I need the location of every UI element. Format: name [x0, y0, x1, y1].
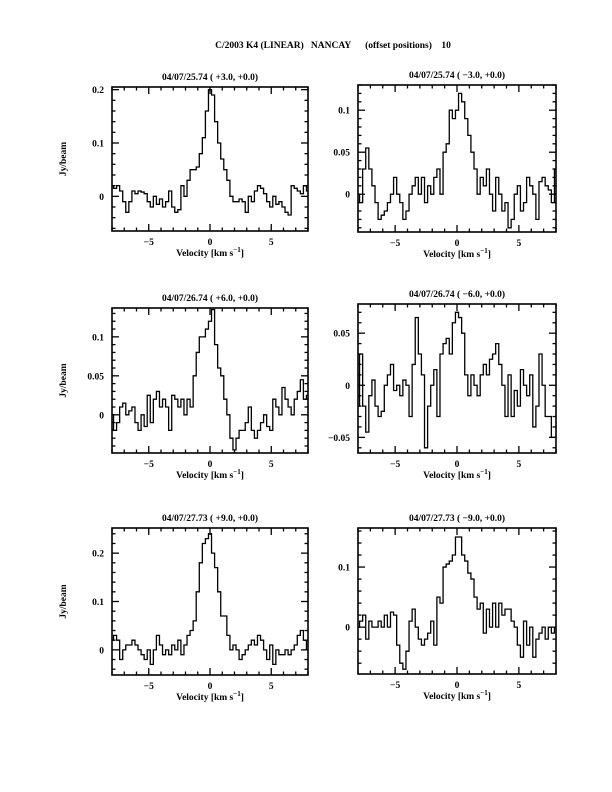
panel-title: 04/07/26.74 ( −6.0, +0.0) — [409, 289, 505, 300]
spectrum-line — [358, 536, 556, 670]
y-tick-label: 0.05 — [333, 330, 350, 340]
spectrum-line — [358, 92, 556, 229]
y-tick-label: 0.1 — [338, 107, 350, 117]
x-tick-label: −5 — [390, 460, 400, 470]
spectrum-panel-2: 04/07/25.74 ( −3.0, +0.0) −5 0 5 0 0.05 0.1 Vel… — [333, 70, 557, 260]
y-tick-label: 0.2 — [92, 550, 104, 560]
x-axis-label-main: Velocity [km s — [423, 471, 480, 481]
x-axis-label-exponent: −1 — [480, 468, 488, 476]
x-axis-label-main: Velocity [km s — [423, 692, 480, 702]
x-axis-label-exponent: −1 — [480, 689, 488, 697]
y-tick-label: 0.1 — [92, 598, 104, 608]
x-axis-label-close: ] — [488, 250, 491, 260]
x-tick-label: −5 — [390, 681, 400, 691]
x-axis-label-close: ] — [488, 692, 491, 702]
spectrum-panel-6: 04/07/27.73 ( −9.0, +0.0) −5 0 5 0 0.1 Velocit… — [338, 513, 557, 702]
plot-frame — [357, 527, 557, 675]
x-axis-label-exponent: −1 — [233, 246, 241, 254]
x-axis-label-main: Velocity [km s — [176, 693, 233, 703]
x-tick-label: 5 — [517, 239, 522, 249]
panel-title: 04/07/27.73 ( −9.0, +0.0) — [409, 513, 505, 524]
panel-title: 04/07/26.74 ( +6.0, +0.0) — [162, 293, 258, 304]
panel-title: 04/07/27.73 ( +9.0, +0.0) — [162, 513, 258, 524]
x-axis-label: Velocity [km s−1] — [176, 468, 244, 481]
x-axis-label-exponent: −1 — [480, 247, 488, 255]
x-tick-label: 5 — [517, 681, 522, 691]
x-tick-label: −5 — [144, 682, 154, 692]
x-axis-label-close: ] — [241, 471, 244, 481]
x-tick-label: −5 — [390, 239, 400, 249]
y-axis-label: Jy/beam — [59, 363, 69, 397]
y-tick-label: 0.05 — [333, 149, 350, 159]
plot-frame — [111, 307, 309, 454]
y-tick-label: 0.1 — [92, 140, 104, 150]
spectrum-panel-5: 04/07/27.73 ( +9.0, +0.0) −5 0 5 0 0.1 0.2 Velo… — [59, 513, 309, 703]
plot-frame — [111, 86, 309, 232]
x-axis-label-main: Velocity [km s — [423, 250, 480, 260]
x-tick-label: 0 — [208, 682, 213, 692]
spectrum-line — [112, 308, 308, 451]
x-axis-label: Velocity [km s−1] — [423, 247, 491, 260]
x-tick-label: 0 — [455, 239, 460, 249]
x-axis-label-close: ] — [241, 249, 244, 259]
x-tick-label: 0 — [455, 460, 460, 470]
x-axis-label-main: Velocity [km s — [176, 249, 233, 259]
y-tick-label: −0.05 — [328, 434, 350, 444]
y-tick-label: 0.05 — [87, 372, 104, 382]
panel-title: 04/07/25.74 ( −3.0, +0.0) — [409, 70, 505, 81]
y-tick-label: 0 — [99, 193, 104, 203]
x-tick-label: 0 — [208, 460, 213, 470]
y-tick-label: 0 — [99, 411, 104, 421]
x-tick-label: 0 — [208, 238, 213, 248]
y-tick-label: 0 — [345, 624, 350, 634]
y-axis-label: Jy/beam — [59, 142, 69, 176]
x-tick-label: 0 — [455, 681, 460, 691]
spectrum-line — [112, 89, 308, 216]
y-axis-label: Jy/beam — [59, 584, 69, 618]
spectrum-line — [358, 311, 556, 449]
x-axis-label-exponent: −1 — [233, 690, 241, 698]
x-tick-label: 5 — [269, 460, 274, 470]
spectrum-panel-1: 04/07/25.74 ( +3.0, +0.0) −5 0 5 0 0.1 0.2 Velo… — [59, 72, 309, 259]
panel-title: 04/07/25.74 ( +3.0, +0.0) — [162, 72, 258, 83]
y-tick-label: 0.1 — [92, 333, 104, 343]
x-tick-label: −5 — [144, 238, 154, 248]
spectrum-line — [112, 533, 308, 666]
y-tick-label: 0 — [345, 191, 350, 201]
x-axis-label: Velocity [km s−1] — [176, 246, 244, 259]
figure-title: C/2003 K4 (LINEAR) NANCAY (offset positi… — [215, 40, 451, 51]
x-axis-label-main: Velocity [km s — [176, 471, 233, 481]
x-tick-label: 5 — [517, 460, 522, 470]
spectrum-panel-4: 04/07/26.74 ( −6.0, +0.0) −5 0 5 −0.05 0 0.05 V… — [328, 289, 557, 481]
y-tick-label: 0.2 — [92, 86, 104, 96]
y-tick-label: 0 — [345, 382, 350, 392]
x-axis-label-exponent: −1 — [233, 468, 241, 476]
x-tick-label: −5 — [144, 460, 154, 470]
y-tick-label: 0.1 — [338, 564, 350, 574]
x-axis-label: Velocity [km s−1] — [423, 689, 491, 702]
x-axis-label: Velocity [km s−1] — [176, 690, 244, 703]
x-axis-label-close: ] — [488, 471, 491, 481]
x-tick-label: 5 — [269, 682, 274, 692]
y-tick-label: 0 — [99, 646, 104, 656]
x-axis-label: Velocity [km s−1] — [423, 468, 491, 481]
x-axis-label-close: ] — [241, 693, 244, 703]
x-tick-label: 5 — [269, 238, 274, 248]
spectrum-panel-3: 04/07/26.74 ( +6.0, +0.0) −5 0 5 0 0.05 0.1 Vel… — [59, 293, 309, 481]
